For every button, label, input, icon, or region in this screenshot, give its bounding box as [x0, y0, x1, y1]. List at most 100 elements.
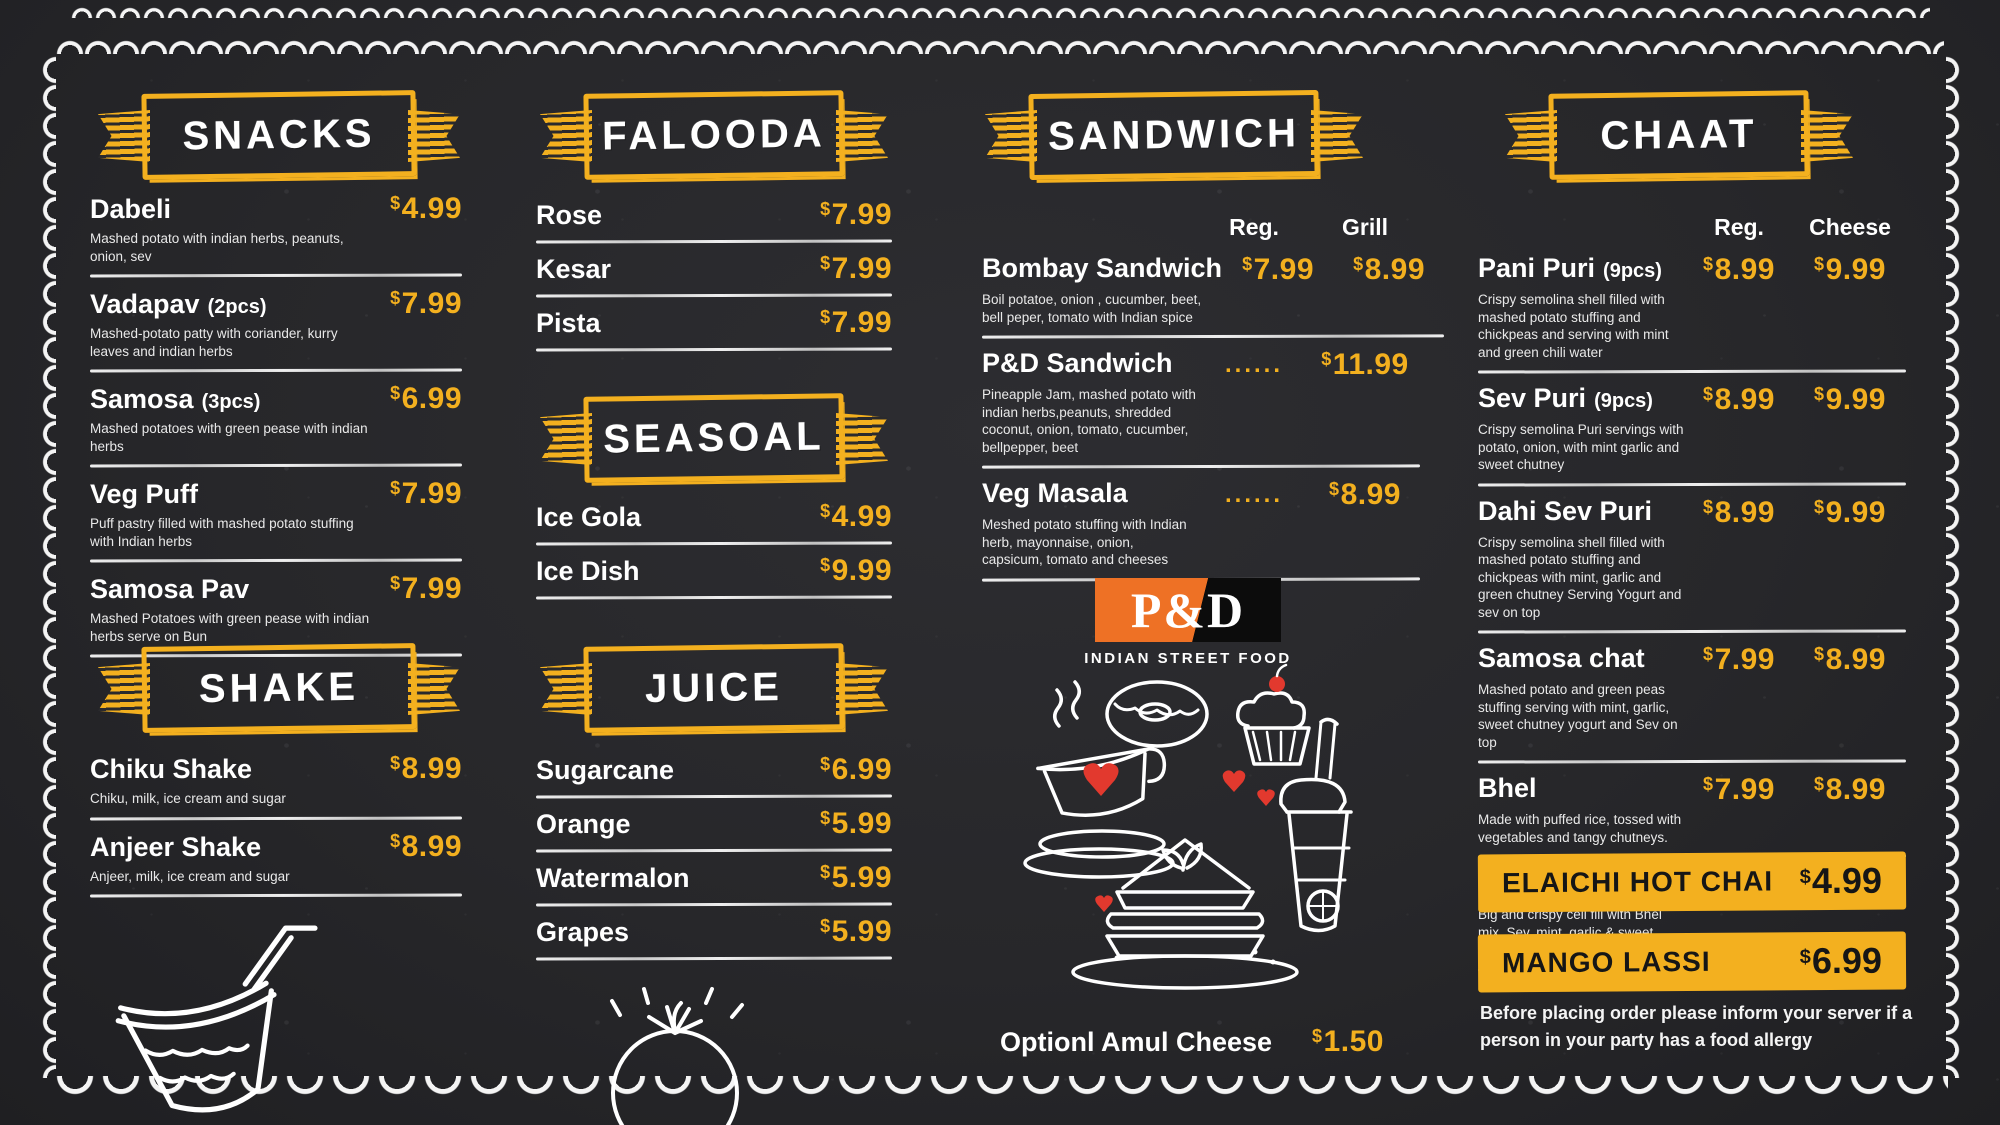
section-title-shake: SHAKE	[198, 664, 360, 711]
wavy-border-top	[56, 38, 1944, 54]
snacks-list: Dabeli $4.99 Mashed potato with indian h…	[89, 192, 463, 667]
menu-item-name: Pani Puri (9pcs)	[1478, 253, 1662, 283]
separator-line	[89, 463, 463, 468]
amul-cheese-label: Optionl Amul Cheese	[1000, 1027, 1273, 1057]
wavy-border-left	[40, 56, 56, 1078]
menu-item-rose: Rose $7.99	[535, 198, 893, 244]
logo-tagline: INDIAN STREET FOOD	[1084, 650, 1292, 667]
separator-line	[89, 273, 463, 278]
menu-item-name: Anjeer Shake	[90, 831, 262, 862]
shake-list: Chiku Shake $8.99 Chiku, milk, ice cream…	[89, 752, 463, 907]
separator-line	[535, 347, 893, 352]
separator-line	[981, 334, 1445, 339]
menu-item-name: Chiku Shake	[90, 754, 253, 784]
menu-item-price-reg: $7.99	[1703, 773, 1775, 806]
separator-line	[1477, 629, 1907, 634]
sandwich-banner: SANDWICH	[985, 89, 1363, 181]
menu-item-price-reg: $7.99	[1242, 253, 1314, 286]
section-title-sandwich: SANDWICH	[1047, 110, 1301, 159]
menu-item-price: $9.99	[820, 554, 892, 587]
menu-item-name: Samosa (3pcs)	[90, 384, 261, 414]
menu-item-desc: Chiku, milk, ice cream and sugar	[90, 791, 286, 806]
menu-item-ice-gola: Ice Gola $4.99	[535, 500, 893, 546]
menu-item-price-reg: $8.99	[1703, 383, 1775, 416]
menu-item-watermalon: Watermalon $5.99	[535, 861, 893, 907]
currency-symbol: $	[390, 193, 401, 213]
logo-text: P&D	[1130, 582, 1246, 638]
menu-item-price: $6.99	[390, 382, 462, 415]
currency-symbol: $	[820, 199, 831, 219]
currency-symbol: $	[390, 288, 401, 308]
separator-line	[89, 558, 463, 563]
amul-cheese-price: $1.50	[1312, 1025, 1384, 1058]
menu-item-price: $7.99	[820, 252, 892, 285]
currency-symbol: $	[390, 753, 401, 773]
menu-item-price: $6.99	[820, 753, 892, 786]
section-title-seasoal: SEASOAL	[603, 413, 825, 462]
currency-symbol: $	[390, 383, 401, 403]
currency-symbol: $	[1814, 254, 1825, 274]
menu-item-price-reg: $8.99	[1703, 495, 1775, 529]
menu-item-price: $7.99	[390, 477, 462, 510]
currency-symbol: $	[820, 862, 831, 882]
price-column-headers: Reg. Grill	[982, 214, 1420, 241]
menu-item-name: Kesar	[536, 254, 612, 284]
currency-symbol: $	[1799, 866, 1811, 889]
menu-item-name: Grapes	[536, 917, 630, 947]
menu-item-ice-dish: Ice Dish $9.99	[535, 554, 893, 600]
column-header-reg: Reg.	[1229, 214, 1279, 240]
currency-symbol: $	[1703, 644, 1714, 664]
drink-cup-doodle	[115, 925, 318, 1113]
menu-item-price-cheese: $9.99	[1814, 383, 1886, 416]
chaat-banner: CHAAT	[1505, 90, 1853, 180]
currency-symbol: $	[820, 754, 831, 774]
menu-item-name: Ice Dish	[536, 556, 640, 586]
special-price: $6.99	[1799, 939, 1883, 982]
seasoal-banner: SEASOAL	[540, 393, 888, 483]
currency-symbol: $	[820, 501, 831, 521]
separator-line	[535, 956, 893, 961]
menu-item-name: Sugarcane	[536, 755, 675, 785]
falooda-list: Rose $7.99 Kesar $7.99 Pista $7.99	[535, 198, 893, 360]
menu-item-name: P&D Sandwich	[982, 348, 1173, 378]
juice-banner: JUICE	[540, 643, 888, 733]
menu-item-price-cheese: $9.99	[1814, 495, 1886, 529]
currency-symbol: $	[390, 830, 401, 851]
seasoal-list: Ice Gola $4.99 Ice Dish $9.99	[535, 500, 893, 608]
special-banner-mango-lassi: MANGO LASSI $6.99	[1477, 931, 1907, 993]
menu-item-qty: (3pcs)	[201, 391, 261, 413]
sandwich-list: Reg. Grill Bombay Sandwich $7.99 $8.99 B…	[981, 214, 1445, 591]
separator-line	[89, 368, 463, 373]
menu-item-desc: Boil potatoe, onion , cucumber, beet, be…	[982, 292, 1202, 325]
menu-item-qty: (9pcs)	[1594, 390, 1653, 412]
menu-item-desc: Meshed potato stuffing with Indian herb,…	[982, 517, 1187, 567]
menu-item-kesar: Kesar $7.99	[535, 252, 893, 298]
separator-line	[1477, 759, 1907, 764]
menu-item-name: Bhel	[1478, 773, 1537, 803]
separator-line	[535, 794, 893, 799]
currency-symbol: $	[820, 555, 831, 575]
special-price: $4.99	[1799, 859, 1883, 902]
snacks-banner: SNACKS	[98, 90, 460, 180]
menu-item-pani-puri: Pani Puri (9pcs) $8.99 $9.99 Crispy semol…	[1477, 253, 1907, 383]
separator-line	[535, 541, 893, 546]
currency-symbol: $	[390, 573, 401, 593]
currency-symbol: $	[1329, 479, 1340, 499]
menu-item-desc: Made with puffed rice, tossed with veget…	[1478, 812, 1682, 845]
menu-item-price-reg: $8.99	[1703, 253, 1775, 286]
section-title-falooda: FALOODA	[601, 110, 827, 159]
menu-item-name: Veg Puff	[90, 479, 199, 509]
currency-symbol: $	[1312, 1026, 1323, 1046]
menu-item-name: Pista	[536, 308, 601, 338]
currency-symbol: $	[820, 916, 831, 936]
menu-item-price: $8.99	[1329, 478, 1401, 511]
menu-item-price: $7.99	[820, 306, 892, 339]
menu-item-desc: Puff pastry filled with mashed potato st…	[90, 516, 354, 549]
menu-item-price: $4.99	[820, 500, 892, 533]
menu-item-price-dots: ......	[1224, 351, 1283, 378]
menu-item-desc: Crispy semolina shell filled with mashed…	[1478, 534, 1682, 620]
currency-symbol: $	[1321, 349, 1332, 369]
menu-item-name: Rose	[536, 200, 603, 230]
juice-list: Sugarcane $6.99 Orange $5.99 Watermalon …	[535, 753, 893, 969]
